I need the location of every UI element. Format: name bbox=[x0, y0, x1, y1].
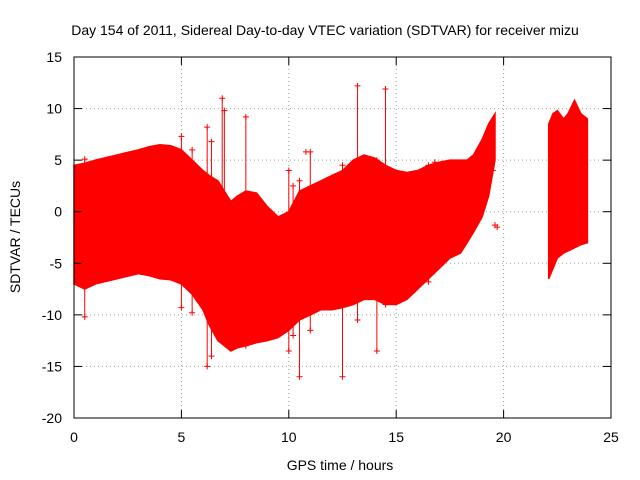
data-point bbox=[178, 304, 185, 311]
y-tick-label: -15 bbox=[42, 358, 62, 374]
ticks bbox=[73, 56, 612, 419]
data-point bbox=[373, 347, 380, 354]
data-point bbox=[296, 373, 303, 380]
data-point bbox=[189, 309, 196, 316]
data-point bbox=[219, 337, 226, 344]
data-point bbox=[382, 85, 389, 92]
data-point bbox=[178, 133, 185, 140]
y-tick-label: -5 bbox=[50, 255, 63, 271]
data-point bbox=[354, 317, 361, 324]
y-tick-label: -10 bbox=[42, 307, 62, 323]
data-point bbox=[204, 363, 211, 370]
data-point bbox=[221, 322, 228, 329]
data-point bbox=[242, 342, 249, 349]
data-point bbox=[219, 95, 226, 102]
data-band bbox=[73, 111, 496, 352]
data-point bbox=[307, 327, 314, 334]
x-tick-label: 0 bbox=[70, 429, 78, 445]
y-tick-label: 10 bbox=[46, 101, 62, 117]
x-tick-label: 25 bbox=[603, 429, 619, 445]
data-point bbox=[285, 167, 292, 174]
data-point bbox=[189, 146, 196, 153]
y-tick-label: -20 bbox=[42, 410, 62, 426]
data-point bbox=[296, 177, 303, 184]
data-point bbox=[290, 332, 297, 339]
data-point bbox=[81, 156, 88, 163]
x-tick-label: 5 bbox=[178, 429, 186, 445]
data-point bbox=[290, 182, 297, 189]
data-point bbox=[431, 265, 438, 272]
data-point bbox=[208, 353, 215, 360]
x-tick-label: 15 bbox=[388, 429, 404, 445]
data-point bbox=[339, 162, 346, 169]
data-point bbox=[204, 124, 211, 131]
data-point bbox=[382, 301, 389, 308]
data-point bbox=[221, 107, 228, 114]
plot-frame bbox=[73, 56, 612, 419]
tick-labels: 0 5 10 15 20 25 -20 -15 -10 -5 0 5 10 15 bbox=[42, 49, 619, 445]
data-layer bbox=[73, 82, 589, 380]
data-point bbox=[425, 278, 432, 285]
x-tick-label: 10 bbox=[281, 429, 297, 445]
x-axis-label: GPS time / hours bbox=[287, 457, 394, 473]
data-point bbox=[494, 224, 501, 231]
data-band bbox=[547, 98, 589, 280]
data-point bbox=[302, 148, 309, 155]
y-tick-label: 0 bbox=[54, 204, 62, 220]
chart-title: Day 154 of 2011, Sidereal Day-to-day VTE… bbox=[71, 22, 579, 38]
data-point bbox=[373, 157, 380, 164]
data-point bbox=[431, 159, 438, 166]
y-axis-label: SDTVAR / TECUs bbox=[7, 181, 23, 293]
y-tick-label: 15 bbox=[46, 49, 62, 65]
data-point bbox=[285, 347, 292, 354]
x-tick-label: 20 bbox=[496, 429, 512, 445]
data-point bbox=[425, 162, 432, 169]
y-tick-label: 5 bbox=[54, 152, 62, 168]
data-point bbox=[354, 82, 361, 89]
data-point bbox=[242, 113, 249, 120]
data-point bbox=[208, 138, 215, 145]
data-point bbox=[339, 373, 346, 380]
data-point bbox=[489, 167, 496, 174]
data-point bbox=[81, 313, 88, 320]
